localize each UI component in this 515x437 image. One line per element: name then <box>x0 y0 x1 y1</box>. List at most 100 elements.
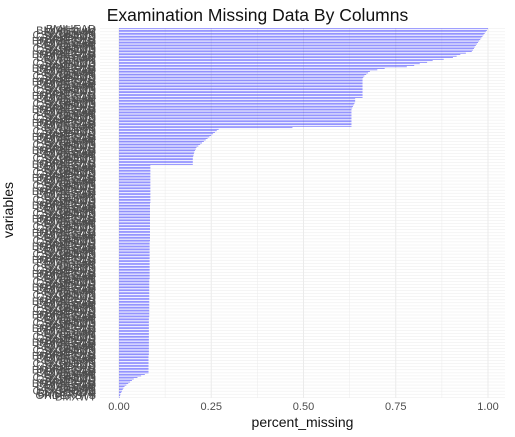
bar <box>119 121 352 122</box>
y-tick-label: BMIRECUM <box>36 148 96 160</box>
y-tick-label: BMIHEAD <box>46 23 96 35</box>
y-tick-label: BMXRECUM <box>32 200 96 212</box>
y-tick-label: BMIRECUM <box>36 80 96 92</box>
y-tick-label: CSXLEAOD <box>36 99 96 111</box>
bar <box>119 142 203 144</box>
bar <box>119 51 472 52</box>
bar <box>119 387 124 389</box>
y-tick-label: CSXCHOOD <box>32 194 96 206</box>
y-tick-label: BMXHEAD <box>42 60 96 72</box>
y-tick-label: BPXPULS <box>45 226 96 238</box>
bar <box>119 60 433 62</box>
y-tick-label: BMXHEAD <box>42 252 96 264</box>
y-tick-label: BMIHEAD <box>46 256 96 268</box>
y-tick-label: BPXPULS <box>45 198 96 210</box>
bar <box>119 284 150 285</box>
y-tick-label: BMIRECUM <box>36 189 96 201</box>
bar <box>119 63 420 65</box>
y-tick-label: BMXRECUM <box>32 282 96 294</box>
bar <box>119 259 150 261</box>
bar <box>119 249 150 250</box>
y-tick-label: BMXRECUM <box>32 364 96 376</box>
bar <box>119 270 150 272</box>
bar <box>119 195 151 197</box>
bar <box>119 273 150 275</box>
y-tick-label: BMXRECUM <box>32 310 96 322</box>
y-tick-label: BMDBMIC <box>44 273 96 285</box>
bar <box>119 389 123 390</box>
bar <box>119 54 461 55</box>
y-tick-label: CSXLEAOD <box>36 346 96 358</box>
y-tick-label: BMIWT <box>59 179 96 191</box>
y-tick-label: BMIHEAD <box>46 92 96 104</box>
bar <box>119 157 193 159</box>
y-tick-label: BMXRECUM <box>32 227 96 239</box>
y-tick-label: BMXHEAD <box>42 169 96 181</box>
y-tick-label: BMIWT <box>59 96 96 108</box>
y-tick-label: BMDBMIC <box>44 95 96 107</box>
y-tick-label: BMDBMIC <box>44 246 96 258</box>
bar <box>119 189 151 191</box>
y-tick-label: BMIHEAD <box>46 160 96 172</box>
bar <box>119 372 149 374</box>
y-axis-label: variables <box>0 181 16 239</box>
bar <box>119 345 149 346</box>
bar <box>119 276 150 278</box>
y-tick-label: BMIWT <box>59 83 96 95</box>
bar <box>119 171 151 173</box>
y-tick-label: OHDEXSTS <box>35 390 96 402</box>
y-tick-label: BMIRECUM <box>36 52 96 64</box>
y-tick-label: BMIRECUM <box>36 354 96 366</box>
bar <box>119 322 149 323</box>
bar <box>119 396 120 398</box>
bar <box>119 392 122 393</box>
bar <box>119 87 363 89</box>
y-tick-label: BMDBMIC <box>44 355 96 367</box>
bar <box>119 80 363 81</box>
bar <box>119 293 150 295</box>
bar <box>119 229 150 231</box>
y-tick-label: BMIWT <box>59 384 96 396</box>
y-tick-label: BMXHEAD <box>42 32 96 44</box>
y-tick-label: BMXHEAD <box>42 238 96 250</box>
bar <box>119 393 121 395</box>
y-tick-label: BMDBMIC <box>44 109 96 121</box>
bar <box>119 122 352 124</box>
bar <box>119 262 150 264</box>
bar <box>119 69 378 71</box>
bar <box>119 247 150 249</box>
bar <box>119 36 483 37</box>
y-tick-label: BPXPULS <box>45 377 96 389</box>
bar <box>119 74 367 75</box>
bar <box>119 52 466 54</box>
bar <box>119 354 149 355</box>
bar <box>119 103 355 104</box>
bar <box>119 246 150 247</box>
y-tick-label: BMDBMIC <box>44 204 96 216</box>
y-tick-label: BMIWT <box>59 343 96 355</box>
y-tick-label: CSXLEAOD <box>36 72 96 84</box>
bar <box>119 337 149 339</box>
bar <box>119 212 150 214</box>
y-tick-label: BMIWT <box>59 329 96 341</box>
bar <box>119 238 150 240</box>
bar <box>119 275 150 276</box>
bar <box>119 320 149 322</box>
y-tick-label: BMIRECUM <box>36 313 96 325</box>
bar <box>119 106 353 107</box>
bar <box>119 48 474 49</box>
y-tick-label: BMXHEAD <box>42 211 96 223</box>
y-tick-label: BMIRECUM <box>36 381 96 393</box>
y-tick-label: CSXCHOOD <box>32 276 96 288</box>
bar <box>119 361 149 363</box>
y-tick-label: BMIRECUM <box>36 217 96 229</box>
bar <box>119 130 217 132</box>
bar <box>119 267 150 269</box>
bar <box>119 112 352 113</box>
y-tick-label: BMIWT <box>59 357 96 369</box>
y-tick-label: CSXCHOOD <box>32 166 96 178</box>
bar <box>119 311 150 313</box>
y-tick-label: CSXLEAOD <box>36 58 96 70</box>
bar <box>119 95 363 97</box>
bar <box>119 250 150 252</box>
